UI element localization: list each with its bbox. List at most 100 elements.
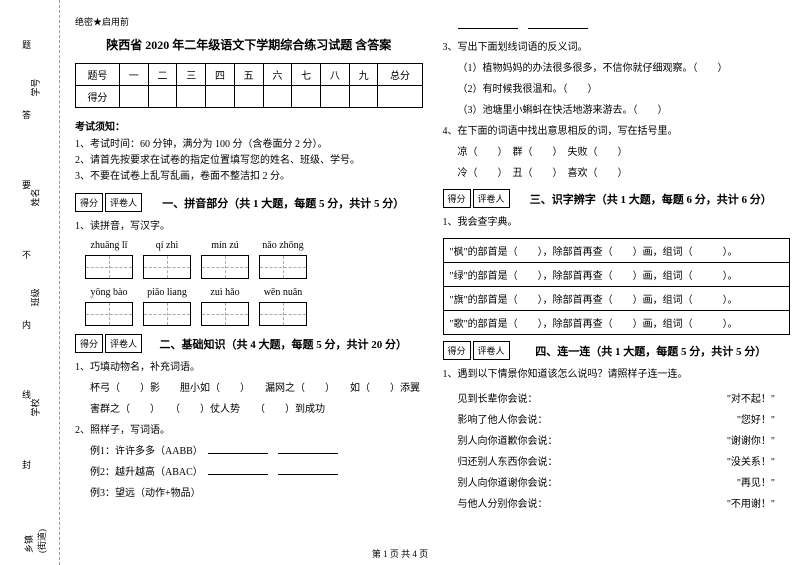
sidebar-class: 班级 [29,288,42,306]
py-2-3: zuì hǎo [201,287,249,298]
score-h-3: 三 [177,64,206,86]
sidebar-name: 姓名 [29,188,42,206]
dict-row-3: "旗"的部首是（ ），除部首再查（ ）画，组词（ ）。 [443,287,790,311]
pinyin-row-2: yōng bào piāo liang zuì hǎo wēn nuǎn [75,287,423,298]
q3-line2: （2）有时候我很温和。（ ） [443,81,791,99]
section3-marker: 得分 评卷人 三、识字辨字（共 1 大题，每题 6 分，共计 6 分） [443,189,791,208]
score-h-8: 八 [321,64,350,86]
right-column: 3、写出下面划线词语的反义词。 （1）植物妈妈的办法很多很多，不信你就仔细观察。… [433,0,800,565]
score-box: 得分 [443,189,471,208]
q2-2-ex1: 例1：许许多多（AABB） [75,443,423,461]
q4-words: 凉（ ） 群（ ） 失败（ ） [443,144,791,162]
match-4: 归还别人东西你会说："没关系！" [443,450,791,471]
exam-title: 陕西省 2020 年二年级语文下学期综合练习试题 含答案 [75,36,423,53]
q4-words2: 冷（ ） 丑（ ） 喜欢（ ） [443,165,791,183]
section3-title: 三、识字辨字（共 1 大题，每题 6 分，共计 6 分） [512,191,790,207]
py-1-1: zhuāng lǐ [85,240,133,251]
score-table: 题号 一 二 三 四 五 六 七 八 九 总分 得分 [75,63,423,108]
notice-2: 2、请首先按要求在试卷的指定位置填写您的姓名、班级、学号。 [75,153,423,169]
reviewer-box: 评卷人 [473,189,510,208]
dict-row-1: "枫"的部首是（ ），除部首再查（ ）画，组词（ ）。 [443,239,790,263]
score-box: 得分 [75,193,103,212]
section1-marker: 得分 评卷人 一、拼音部分（共 1 大题，每题 5 分，共计 5 分） [75,193,423,212]
score-h-10: 总分 [378,64,422,86]
score-h-2: 二 [148,64,177,86]
dict-row-4: "歌"的部首是（ ），除部首再查（ ）画，组词（ ）。 [443,311,790,335]
char-box[interactable] [259,255,307,279]
py-1-4: nǎo zhōng [259,240,307,251]
q2-1-line1: 杯弓（ ）影 胆小如（ ） 漏网之（ ） 如（ ）添翼 [75,380,423,398]
seal-mark-2: 线 [20,390,33,399]
seal-mark-5: 要 [20,180,33,189]
py-1-2: qí zhì [143,240,191,251]
q2-1-line2: 害群之（ ） （ ）仗人势 （ ）到成功 [75,401,423,419]
confidential-mark: 绝密★启用前 [75,15,423,28]
score-h-0: 题号 [76,64,120,86]
pinyin-row-1: zhuāng lǐ qí zhì mín zú nǎo zhōng [75,240,423,251]
match-1: 见到长辈你会说："对不起！" [443,387,791,408]
score-h-7: 七 [292,64,321,86]
reviewer-box: 评卷人 [105,193,142,212]
char-box[interactable] [143,255,191,279]
char-grid-row-1 [75,255,423,279]
section4-marker: 得分 评卷人 四、连一连（共 1 大题，每题 5 分，共计 5 分） [443,341,791,360]
reviewer-box: 评卷人 [105,334,142,353]
score-h-6: 六 [263,64,292,86]
q1-1: 1、读拼音，写汉字。 [75,218,423,236]
char-box[interactable] [201,255,249,279]
py-2-2: piāo liang [143,287,191,298]
char-box[interactable] [85,255,133,279]
char-box[interactable] [201,302,249,326]
notice-1: 1、考试时间：60 分钟，满分为 100 分（含卷面分 2 分）。 [75,137,423,153]
score-h-1: 一 [119,64,148,86]
q3-line1: （1）植物妈妈的办法很多很多，不信你就仔细观察。（ ） [443,60,791,78]
q4-intro: 4、在下面的词语中找出意思相反的词，写在括号里。 [443,123,791,141]
notice-3: 3、不要在试卷上乱写乱画，卷面不整洁扣 2 分。 [75,169,423,185]
q3-intro: 3、写出下面划线词语的反义词。 [443,39,791,57]
section1-title: 一、拼音部分（共 1 大题，每题 5 分，共计 5 分） [144,195,422,211]
char-box[interactable] [143,302,191,326]
match-5: 别人向你道谢你会说："再见！" [443,471,791,492]
notice-list: 1、考试时间：60 分钟，满分为 100 分（含卷面分 2 分）。 2、请首先按… [75,137,423,185]
page-footer: 第 1 页 共 4 页 [0,547,800,560]
score-header-row: 题号 一 二 三 四 五 六 七 八 九 总分 [76,64,423,86]
score-box: 得分 [443,341,471,360]
py-2-1: yōng bào [85,287,133,298]
score-h-5: 五 [234,64,263,86]
char-box[interactable] [85,302,133,326]
notice-label: 考试须知： [75,118,423,133]
section4-title: 四、连一连（共 1 大题，每题 5 分，共计 5 分） [512,343,790,359]
seal-mark-4: 不 [20,250,33,259]
score-value-row: 得分 [76,86,423,108]
py-2-4: wēn nuǎn [259,287,307,298]
seal-mark-6: 答 [20,110,33,119]
seal-mark-7: 题 [20,40,33,49]
char-grid-row-2 [75,302,423,326]
dict-table: "枫"的部首是（ ），除部首再查（ ）画，组词（ ）。 "绿"的部首是（ ），除… [443,238,791,335]
blank-top [443,18,791,36]
match-6: 与他人分别你会说："不用谢！" [443,492,791,513]
binding-sidebar: 乡镇(街道) 学校 班级 姓名 学号 封 线 内 不 要 答 题 [0,0,60,565]
score-row-label: 得分 [76,86,120,108]
dict-row-2: "绿"的部首是（ ），除部首再查（ ）画，组词（ ）。 [443,263,790,287]
q4-1: 1、遇到以下情景你知道该怎么说吗？请照样子连一连。 [443,366,791,384]
score-h-4: 四 [206,64,235,86]
match-2: 影响了他人你会说："您好！" [443,408,791,429]
section2-marker: 得分 评卷人 二、基础知识（共 4 大题，每题 5 分，共计 20 分） [75,334,423,353]
char-box[interactable] [259,302,307,326]
q3-1: 1、我会查字典。 [443,214,791,232]
score-h-9: 九 [349,64,378,86]
score-box: 得分 [75,334,103,353]
seal-mark-1: 封 [20,460,33,469]
match-3: 别人向你道歉你会说："谢谢你！" [443,429,791,450]
sidebar-school: 学校 [29,398,42,416]
reviewer-box: 评卷人 [473,341,510,360]
q2-1: 1、巧填动物名，补充词语。 [75,359,423,377]
seal-mark-3: 内 [20,320,33,329]
q2-2: 2、照样子，写词语。 [75,422,423,440]
q2-2-ex2: 例2：越升越高（ABAC） [75,464,423,482]
q3-line3: （3）池塘里小蝌蚪在快活地游来游去。（ ） [443,102,791,120]
left-column: 绝密★启用前 陕西省 2020 年二年级语文下学期综合练习试题 含答案 题号 一… [65,0,433,565]
section2-title: 二、基础知识（共 4 大题，每题 5 分，共计 20 分） [144,336,422,352]
q2-2-ex3: 例3：望远（动作+物品） [75,485,423,503]
